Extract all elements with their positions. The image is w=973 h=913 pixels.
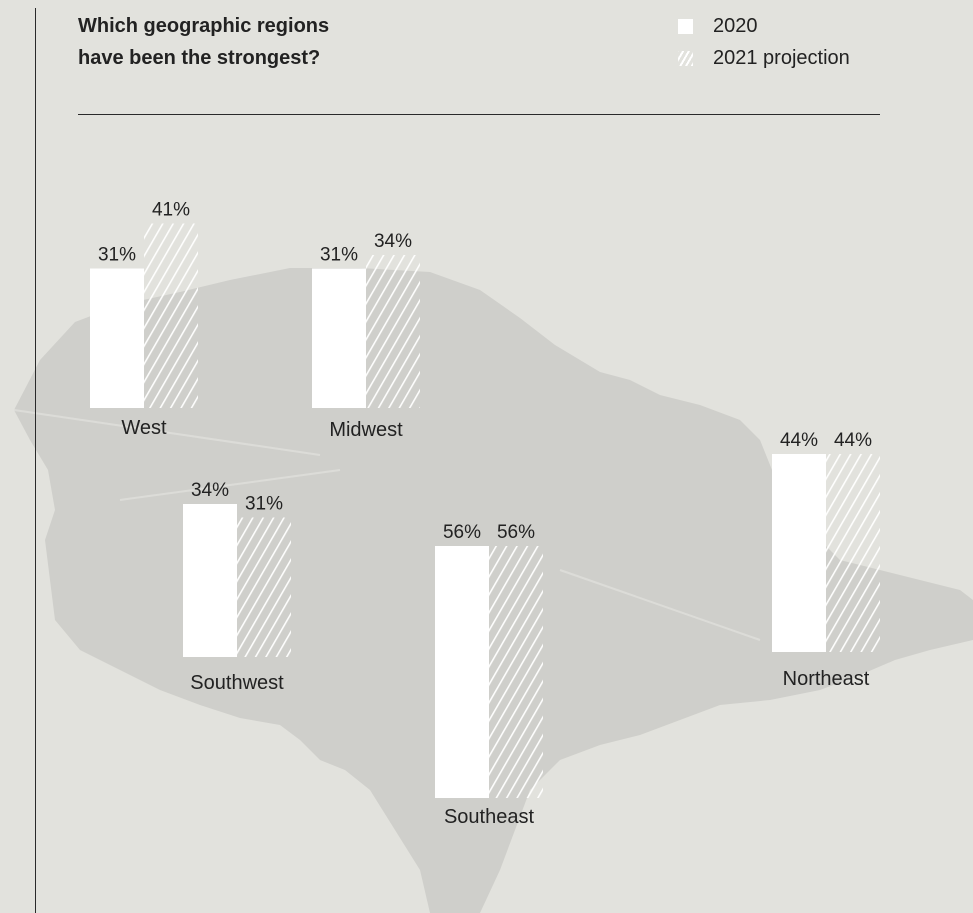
legend-swatch-hatched <box>678 50 693 66</box>
bar-value-southeast-2020: 56% <box>443 522 481 543</box>
bar-midwest-2020 <box>312 268 366 408</box>
left-axis-line <box>35 8 36 913</box>
bar-value-midwest-2021-projection: 34% <box>374 231 412 252</box>
bar-northeast-2021-projection <box>826 454 880 652</box>
bar-value-northeast-2020: 44% <box>780 430 818 451</box>
bar-northeast-2020 <box>772 454 826 652</box>
legend-item-2020: 2020 <box>678 10 850 42</box>
region-label-midwest: Midwest <box>329 419 403 441</box>
legend-swatch-solid <box>678 18 693 34</box>
region-northeast: 44% 44% Northeast <box>772 430 880 690</box>
bars-layer: 31% 41% West 31% 34% Midwest 44% 44% Northeast 34… <box>90 200 880 828</box>
legend-label-2020: 2020 <box>713 14 758 37</box>
bar-west-2020 <box>90 268 144 408</box>
chart-title: Which geographic regions have been the s… <box>78 15 330 69</box>
bar-west-2021-projection <box>144 223 198 408</box>
region-label-west: West <box>121 417 167 439</box>
bar-southeast-2020 <box>435 546 489 798</box>
region-midwest: 31% 34% Midwest <box>312 231 420 441</box>
bar-value-southeast-2021-projection: 56% <box>497 522 535 543</box>
bar-value-southwest-2021-projection: 31% <box>245 494 283 515</box>
bar-southwest-2021-projection <box>237 517 291 657</box>
region-west: 31% 41% West <box>90 200 198 439</box>
bar-midwest-2021-projection <box>366 255 420 408</box>
region-label-southwest: Southwest <box>190 672 284 694</box>
legend: 2020 2021 projection <box>678 10 850 74</box>
bar-value-southwest-2020: 34% <box>191 480 229 501</box>
region-southeast: 56% 56% Southeast <box>435 522 543 828</box>
legend-item-2021-projection: 2021 projection <box>678 42 850 74</box>
bar-value-west-2020: 31% <box>98 245 136 266</box>
region-label-southeast: Southeast <box>444 806 535 828</box>
bar-value-midwest-2020: 31% <box>320 245 358 266</box>
bar-value-northeast-2021-projection: 44% <box>834 430 872 451</box>
region-label-northeast: Northeast <box>783 668 870 690</box>
bar-value-west-2021-projection: 41% <box>152 200 190 221</box>
legend-label-2021-projection: 2021 projection <box>713 46 850 69</box>
region-southwest: 34% 31% Southwest <box>183 480 291 694</box>
bar-southeast-2021-projection <box>489 546 543 798</box>
title-divider <box>78 114 880 115</box>
bar-southwest-2020 <box>183 504 237 657</box>
